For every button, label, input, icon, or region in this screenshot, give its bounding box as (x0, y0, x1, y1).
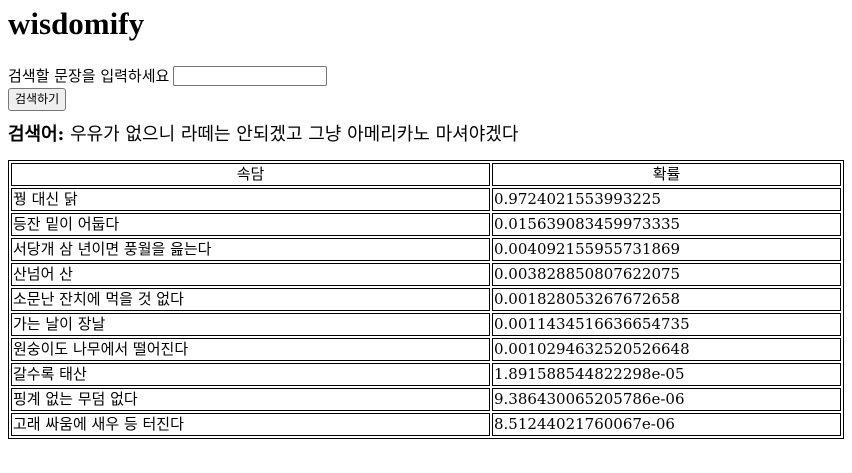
table-row: 갈수록 태산 1.891588544822298e-05 (11, 363, 841, 386)
probability-cell: 9.386430065205786e-06 (492, 388, 841, 411)
table-row: 핑계 없는 무덤 없다 9.386430065205786e-06 (11, 388, 841, 411)
proverb-cell: 산넘어 산 (11, 263, 490, 286)
query-text: 우유가 없으니 라떼는 안되겠고 그냥 아메리카노 마셔야겠다 (70, 124, 519, 145)
query-heading: 검색어: 우유가 없으니 라떼는 안되겠고 그냥 아메리카노 마셔야겠다 (8, 123, 844, 147)
column-header-probability: 확률 (492, 163, 841, 186)
proverb-cell: 핑계 없는 무덤 없다 (11, 388, 490, 411)
search-button[interactable]: 검색하기 (8, 88, 67, 111)
probability-cell: 0.003828850807622075 (492, 263, 841, 286)
probability-cell: 1.891588544822298e-05 (492, 363, 841, 386)
proverb-cell: 등잔 밑이 어둡다 (11, 213, 490, 236)
query-label: 검색어: (8, 124, 65, 145)
app-title: wisdomify (8, 6, 145, 41)
table-row: 서당개 삼 년이면 풍월을 읊는다 0.004092155955731869 (11, 238, 841, 261)
probability-cell: 0.001828053267672658 (492, 288, 841, 311)
probability-cell: 0.0011434516636654735 (492, 313, 841, 336)
probability-cell: 8.51244021760067e-06 (492, 413, 841, 436)
column-header-proverb: 속담 (11, 163, 490, 186)
table-row: 소문난 잔치에 먹을 것 없다 0.001828053267672658 (11, 288, 841, 311)
probability-cell: 0.9724021553993225 (492, 188, 841, 211)
table-row: 꿩 대신 닭 0.9724021553993225 (11, 188, 841, 211)
proverb-cell: 갈수록 태산 (11, 363, 490, 386)
table-header-row: 속담 확률 (11, 163, 841, 186)
search-form: 검색할 문장을 입력하세요 (8, 64, 844, 88)
proverb-cell: 가는 날이 장날 (11, 313, 490, 336)
proverb-cell: 서당개 삼 년이면 풍월을 읊는다 (11, 238, 490, 261)
table-row: 등잔 밑이 어둡다 0.015639083459973335 (11, 213, 841, 236)
results-table: 속담 확률 꿩 대신 닭 0.9724021553993225 등잔 밑이 어둡… (8, 160, 844, 439)
table-row: 고래 싸움에 새우 등 터진다 8.51244021760067e-06 (11, 413, 841, 436)
probability-cell: 0.0010294632520526648 (492, 338, 841, 361)
search-label: 검색할 문장을 입력하세요 (8, 67, 170, 85)
table-row: 산넘어 산 0.003828850807622075 (11, 263, 841, 286)
proverb-cell: 소문난 잔치에 먹을 것 없다 (11, 288, 490, 311)
table-row: 원숭이도 나무에서 떨어진다 0.0010294632520526648 (11, 338, 841, 361)
table-row: 가는 날이 장날 0.0011434516636654735 (11, 313, 841, 336)
proverb-cell: 원숭이도 나무에서 떨어진다 (11, 338, 490, 361)
proverb-cell: 꿩 대신 닭 (11, 188, 490, 211)
search-input[interactable] (173, 66, 328, 86)
proverb-cell: 고래 싸움에 새우 등 터진다 (11, 413, 490, 436)
probability-cell: 0.015639083459973335 (492, 213, 841, 236)
probability-cell: 0.004092155955731869 (492, 238, 841, 261)
